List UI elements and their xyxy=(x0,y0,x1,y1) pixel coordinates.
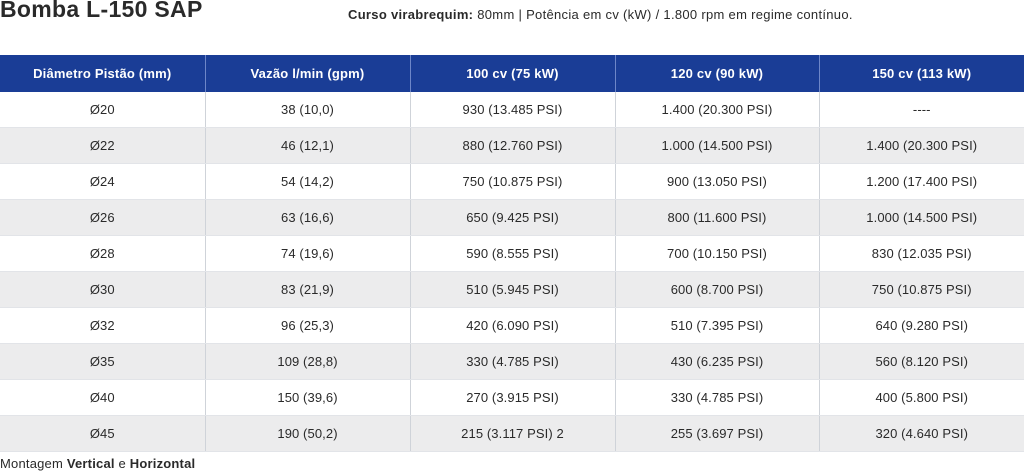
cell-diameter: Ø30 xyxy=(0,271,206,308)
cell-100cv: 590 (8.555 PSI) xyxy=(410,235,616,272)
cell-120cv: 1.400 (20.300 PSI) xyxy=(615,92,820,128)
cell-diameter: Ø20 xyxy=(0,92,206,128)
header-120cv: 120 cv (90 kW) xyxy=(615,55,820,92)
table-row: Ø35 109 (28,8) 330 (4.785 PSI) 430 (6.23… xyxy=(0,343,1024,380)
cell-diameter: Ø32 xyxy=(0,307,206,344)
cell-flow: 74 (19,6) xyxy=(205,235,411,272)
header-100cv: 100 cv (75 kW) xyxy=(410,55,616,92)
cell-flow: 46 (12,1) xyxy=(205,127,411,164)
cell-100cv: 880 (12.760 PSI) xyxy=(410,127,616,164)
mounting-horizontal: Horizontal xyxy=(129,456,196,471)
cell-diameter: Ø22 xyxy=(0,127,206,164)
header-150cv: 150 cv (113 kW) xyxy=(819,55,1024,92)
subtitle-text: 80mm | Potência em cv (kW) / 1.800 rpm e… xyxy=(477,7,853,22)
cell-150cv: 1.400 (20.300 PSI) xyxy=(819,127,1024,164)
cell-diameter: Ø40 xyxy=(0,379,206,416)
cell-150cv: 320 (4.640 PSI) xyxy=(819,415,1024,452)
cell-150cv: 400 (5.800 PSI) xyxy=(819,379,1024,416)
page-title: Bomba L-150 SAP xyxy=(0,0,203,22)
cell-100cv: 330 (4.785 PSI) xyxy=(410,343,616,380)
cell-100cv: 930 (13.485 PSI) xyxy=(410,92,616,128)
table-header-row: Diâmetro Pistão (mm) Vazão l/min (gpm) 1… xyxy=(0,55,1024,92)
mounting-note: Montagem Vertical e Horizontal xyxy=(0,456,195,471)
cell-flow: 83 (21,9) xyxy=(205,271,411,308)
cell-120cv: 900 (13.050 PSI) xyxy=(615,163,820,200)
mounting-vertical: Vertical xyxy=(66,456,115,471)
cell-flow: 109 (28,8) xyxy=(205,343,411,380)
cell-100cv: 270 (3.915 PSI) xyxy=(410,379,616,416)
cell-150cv: 640 (9.280 PSI) xyxy=(819,307,1024,344)
cell-100cv: 215 (3.117 PSI) 2 xyxy=(410,415,616,452)
cell-diameter: Ø35 xyxy=(0,343,206,380)
cell-120cv: 430 (6.235 PSI) xyxy=(615,343,820,380)
cell-120cv: 510 (7.395 PSI) xyxy=(615,307,820,344)
table-row: Ø24 54 (14,2) 750 (10.875 PSI) 900 (13.0… xyxy=(0,163,1024,200)
cell-flow: 63 (16,6) xyxy=(205,199,411,236)
cell-120cv: 1.000 (14.500 PSI) xyxy=(615,127,820,164)
table-row: Ø26 63 (16,6) 650 (9.425 PSI) 800 (11.60… xyxy=(0,199,1024,236)
cell-150cv: ---- xyxy=(819,92,1024,128)
header-flow: Vazão l/min (gpm) xyxy=(205,55,411,92)
cell-diameter: Ø28 xyxy=(0,235,206,272)
table-row: Ø32 96 (25,3) 420 (6.090 PSI) 510 (7.395… xyxy=(0,307,1024,344)
cell-flow: 38 (10,0) xyxy=(205,92,411,128)
spec-subtitle: Curso virabrequim: 80mm | Potência em cv… xyxy=(348,7,853,22)
table-row: Ø20 38 (10,0) 930 (13.485 PSI) 1.400 (20… xyxy=(0,92,1024,128)
cell-150cv: 750 (10.875 PSI) xyxy=(819,271,1024,308)
cell-diameter: Ø24 xyxy=(0,163,206,200)
cell-120cv: 255 (3.697 PSI) xyxy=(615,415,820,452)
cell-diameter: Ø26 xyxy=(0,199,206,236)
cell-150cv: 560 (8.120 PSI) xyxy=(819,343,1024,380)
cell-100cv: 420 (6.090 PSI) xyxy=(410,307,616,344)
mounting-conjunction: e xyxy=(118,456,126,471)
subtitle-label: Curso virabrequim: xyxy=(348,7,474,22)
table-row: Ø22 46 (12,1) 880 (12.760 PSI) 1.000 (14… xyxy=(0,127,1024,164)
pump-spec-table: Diâmetro Pistão (mm) Vazão l/min (gpm) 1… xyxy=(0,55,1024,452)
table-row: Ø30 83 (21,9) 510 (5.945 PSI) 600 (8.700… xyxy=(0,271,1024,308)
mounting-prefix: Montagem xyxy=(0,456,64,471)
cell-flow: 96 (25,3) xyxy=(205,307,411,344)
cell-diameter: Ø45 xyxy=(0,415,206,452)
cell-120cv: 800 (11.600 PSI) xyxy=(615,199,820,236)
cell-120cv: 600 (8.700 PSI) xyxy=(615,271,820,308)
table-row: Ø28 74 (19,6) 590 (8.555 PSI) 700 (10.15… xyxy=(0,235,1024,272)
cell-150cv: 830 (12.035 PSI) xyxy=(819,235,1024,272)
cell-120cv: 700 (10.150 PSI) xyxy=(615,235,820,272)
cell-120cv: 330 (4.785 PSI) xyxy=(615,379,820,416)
table-row: Ø40 150 (39,6) 270 (3.915 PSI) 330 (4.78… xyxy=(0,379,1024,416)
cell-100cv: 750 (10.875 PSI) xyxy=(410,163,616,200)
cell-flow: 54 (14,2) xyxy=(205,163,411,200)
cell-150cv: 1.200 (17.400 PSI) xyxy=(819,163,1024,200)
cell-100cv: 650 (9.425 PSI) xyxy=(410,199,616,236)
header-piston-diameter: Diâmetro Pistão (mm) xyxy=(0,55,206,92)
table-row: Ø45 190 (50,2) 215 (3.117 PSI) 2 255 (3.… xyxy=(0,415,1024,452)
cell-100cv: 510 (5.945 PSI) xyxy=(410,271,616,308)
cell-flow: 190 (50,2) xyxy=(205,415,411,452)
cell-flow: 150 (39,6) xyxy=(205,379,411,416)
cell-150cv: 1.000 (14.500 PSI) xyxy=(819,199,1024,236)
